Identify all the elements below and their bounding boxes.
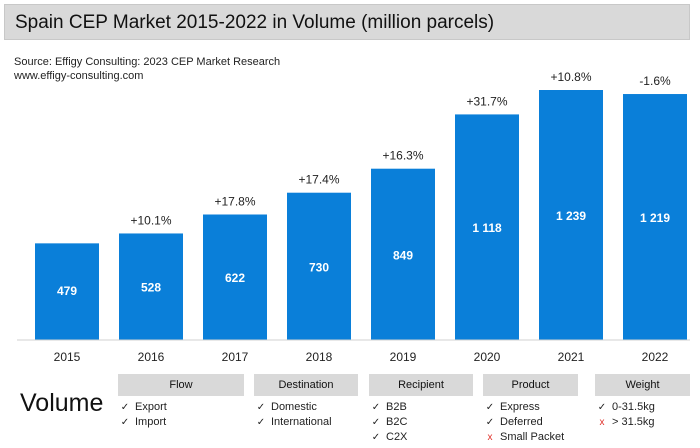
- bar-2015: [35, 243, 99, 340]
- value-label: 622: [225, 271, 245, 285]
- growth-label: +17.4%: [298, 173, 339, 187]
- x-tick-label: 2019: [390, 350, 417, 364]
- segment-item-label: International: [271, 416, 332, 428]
- check-icon: ✓: [256, 402, 266, 413]
- value-label: 479: [57, 284, 77, 298]
- segment-items: ✓ Export ✓ Import: [118, 400, 244, 430]
- segment-item-label: B2B: [386, 401, 407, 413]
- growth-label: +16.3%: [382, 149, 423, 163]
- check-icon: ✓: [485, 402, 495, 413]
- bar-2017: [203, 214, 267, 340]
- check-icon: ✓: [371, 432, 381, 443]
- check-icon: ✓: [485, 417, 495, 428]
- segment-item: ✓ International: [254, 415, 358, 430]
- growth-label: +10.1%: [130, 213, 171, 227]
- segment-item-label: C2X: [386, 431, 408, 443]
- check-icon: ✓: [256, 417, 266, 428]
- segment-title: Destination: [278, 379, 334, 391]
- growth-label: +10.8%: [550, 70, 591, 84]
- bar-2016: [119, 233, 183, 340]
- growth-label: +17.8%: [214, 194, 255, 208]
- source-url: www.effigy-consulting.com: [14, 70, 144, 82]
- segment-title: Flow: [169, 379, 193, 391]
- segment-title: Product: [511, 379, 550, 391]
- source-text: Source: Effigy Consulting: 2023 CEP Mark…: [14, 56, 281, 68]
- source-block: Source: Effigy Consulting: 2023 CEP Mark…: [14, 55, 280, 83]
- segment-item-label: > 31.5kg: [612, 416, 655, 428]
- segment-item: ✓ Deferred: [483, 415, 578, 430]
- cross-icon: x: [599, 417, 605, 428]
- segment-items: ✓ 0-31.5kg x > 31.5kg: [595, 400, 690, 430]
- segment-items: ✓ B2B ✓ B2C ✓ C2X: [369, 400, 473, 445]
- x-tick-label: 2022: [642, 350, 669, 364]
- x-tick-label: 2017: [222, 350, 249, 364]
- segment-item: ✓ Express: [483, 400, 578, 415]
- segment-item: ✓ Export: [118, 400, 244, 415]
- segment-item-label: Express: [500, 401, 540, 413]
- segment-item-label: B2C: [386, 416, 408, 428]
- title-bar: Spain CEP Market 2015-2022 in Volume (mi…: [4, 4, 690, 40]
- chart-title: Spain CEP Market 2015-2022 in Volume (mi…: [15, 12, 495, 33]
- segment-title: Recipient: [398, 379, 444, 391]
- segment-item: ✓ C2X: [369, 430, 473, 445]
- x-tick-label: 2018: [306, 350, 333, 364]
- x-tick-label: 2016: [138, 350, 165, 364]
- segment-item: ✓ 0-31.5kg: [595, 400, 690, 415]
- segment-item-label: Deferred: [500, 416, 543, 428]
- segment-product: Product ✓ Express ✓ Deferred x Small Packet: [483, 374, 578, 443]
- cross-icon: x: [487, 432, 493, 443]
- check-icon: ✓: [371, 402, 381, 413]
- segment-items: ✓ Domestic ✓ International: [254, 400, 358, 430]
- bar-2019: [371, 168, 435, 340]
- value-label: 1 219: [640, 211, 670, 225]
- segment-item-label: Domestic: [271, 401, 317, 413]
- segment-destination: Destination ✓ Domestic ✓ International: [254, 374, 358, 428]
- x-tick-label: 2020: [474, 350, 501, 364]
- segment-item-label: Export: [135, 401, 167, 413]
- bar-2021: [539, 90, 603, 340]
- segment-item: ✓ Domestic: [254, 400, 358, 415]
- segment-flow: Flow ✓ Export ✓ Import: [118, 374, 244, 428]
- segment-title: Weight: [625, 379, 660, 391]
- value-label: 1 239: [556, 209, 586, 223]
- bar-2018: [287, 192, 351, 340]
- segment-item: ✓ Import: [118, 415, 244, 430]
- volume-label: Volume: [20, 389, 104, 417]
- segment-item: ✓ B2C: [369, 415, 473, 430]
- value-label: 528: [141, 281, 161, 295]
- check-icon: ✓: [371, 417, 381, 428]
- check-icon: ✓: [120, 417, 130, 428]
- segment-item: ✓ B2B: [369, 400, 473, 415]
- bar-2022: [623, 94, 687, 340]
- x-tick-label: 2015: [54, 350, 81, 364]
- segment-item: x > 31.5kg: [595, 415, 690, 430]
- segment-weight: Weight ✓ 0-31.5kg x > 31.5kg: [595, 374, 690, 428]
- segment-item-label: Small Packet: [500, 431, 565, 443]
- segment-item: x Small Packet: [483, 430, 578, 445]
- growth-label: +31.7%: [466, 94, 507, 108]
- value-label: 849: [393, 248, 413, 262]
- check-icon: ✓: [597, 402, 607, 413]
- segment-items: ✓ Express ✓ Deferred x Small Packet: [483, 400, 578, 445]
- x-tick-label: 2021: [558, 350, 585, 364]
- bar-chart: 479 2015 528 +10.1% 2016 622 +17.8% 2017 730 +17.…: [17, 70, 690, 364]
- segment-item-label: 0-31.5kg: [612, 401, 655, 413]
- check-icon: ✓: [120, 402, 130, 413]
- bar-2020: [455, 114, 519, 340]
- segment-item-label: Import: [135, 416, 167, 428]
- value-label: 1 118: [472, 221, 502, 235]
- segment-recipient: Recipient ✓ B2B ✓ B2C ✓ C2X: [369, 374, 473, 443]
- growth-label: -1.6%: [639, 74, 671, 88]
- value-label: 730: [309, 260, 329, 274]
